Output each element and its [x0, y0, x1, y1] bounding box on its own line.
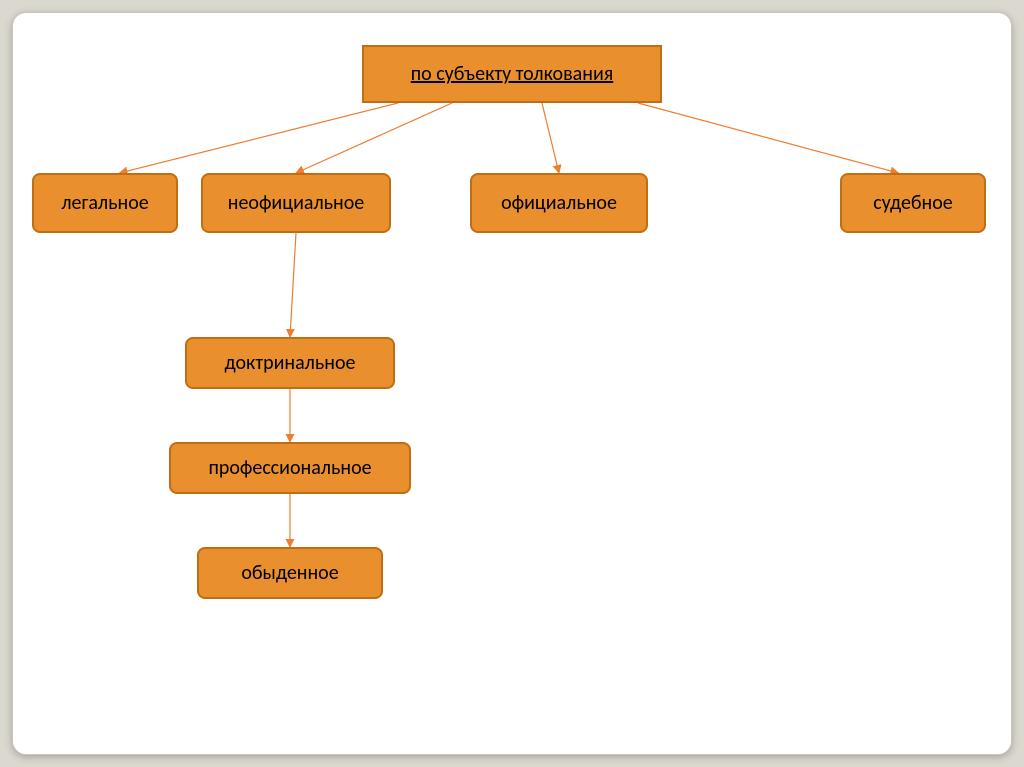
node-professional-label: профессиональное [208, 456, 371, 480]
node-official-label: официальное [501, 191, 617, 215]
node-common: обыденное [197, 547, 383, 599]
node-professional: профессиональное [169, 442, 411, 494]
node-official: официальное [470, 173, 648, 233]
node-root-label: по субъекту толкования [411, 62, 614, 86]
node-unofficial: неофициальное [201, 173, 391, 233]
node-doctrinal: доктринальное [185, 337, 395, 389]
node-unofficial-label: неофициальное [228, 191, 365, 215]
node-doctrinal-label: доктринальное [225, 351, 356, 375]
node-legal: легальное [32, 173, 178, 233]
diagram-canvas: по субъекту толкования легальное неофици… [0, 0, 1024, 767]
node-legal-label: легальное [61, 191, 148, 215]
node-root: по субъекту толкования [362, 45, 662, 103]
node-court: судебное [840, 173, 986, 233]
diagram-panel [12, 12, 1012, 755]
node-common-label: обыденное [241, 561, 338, 585]
node-court-label: судебное [873, 191, 953, 215]
